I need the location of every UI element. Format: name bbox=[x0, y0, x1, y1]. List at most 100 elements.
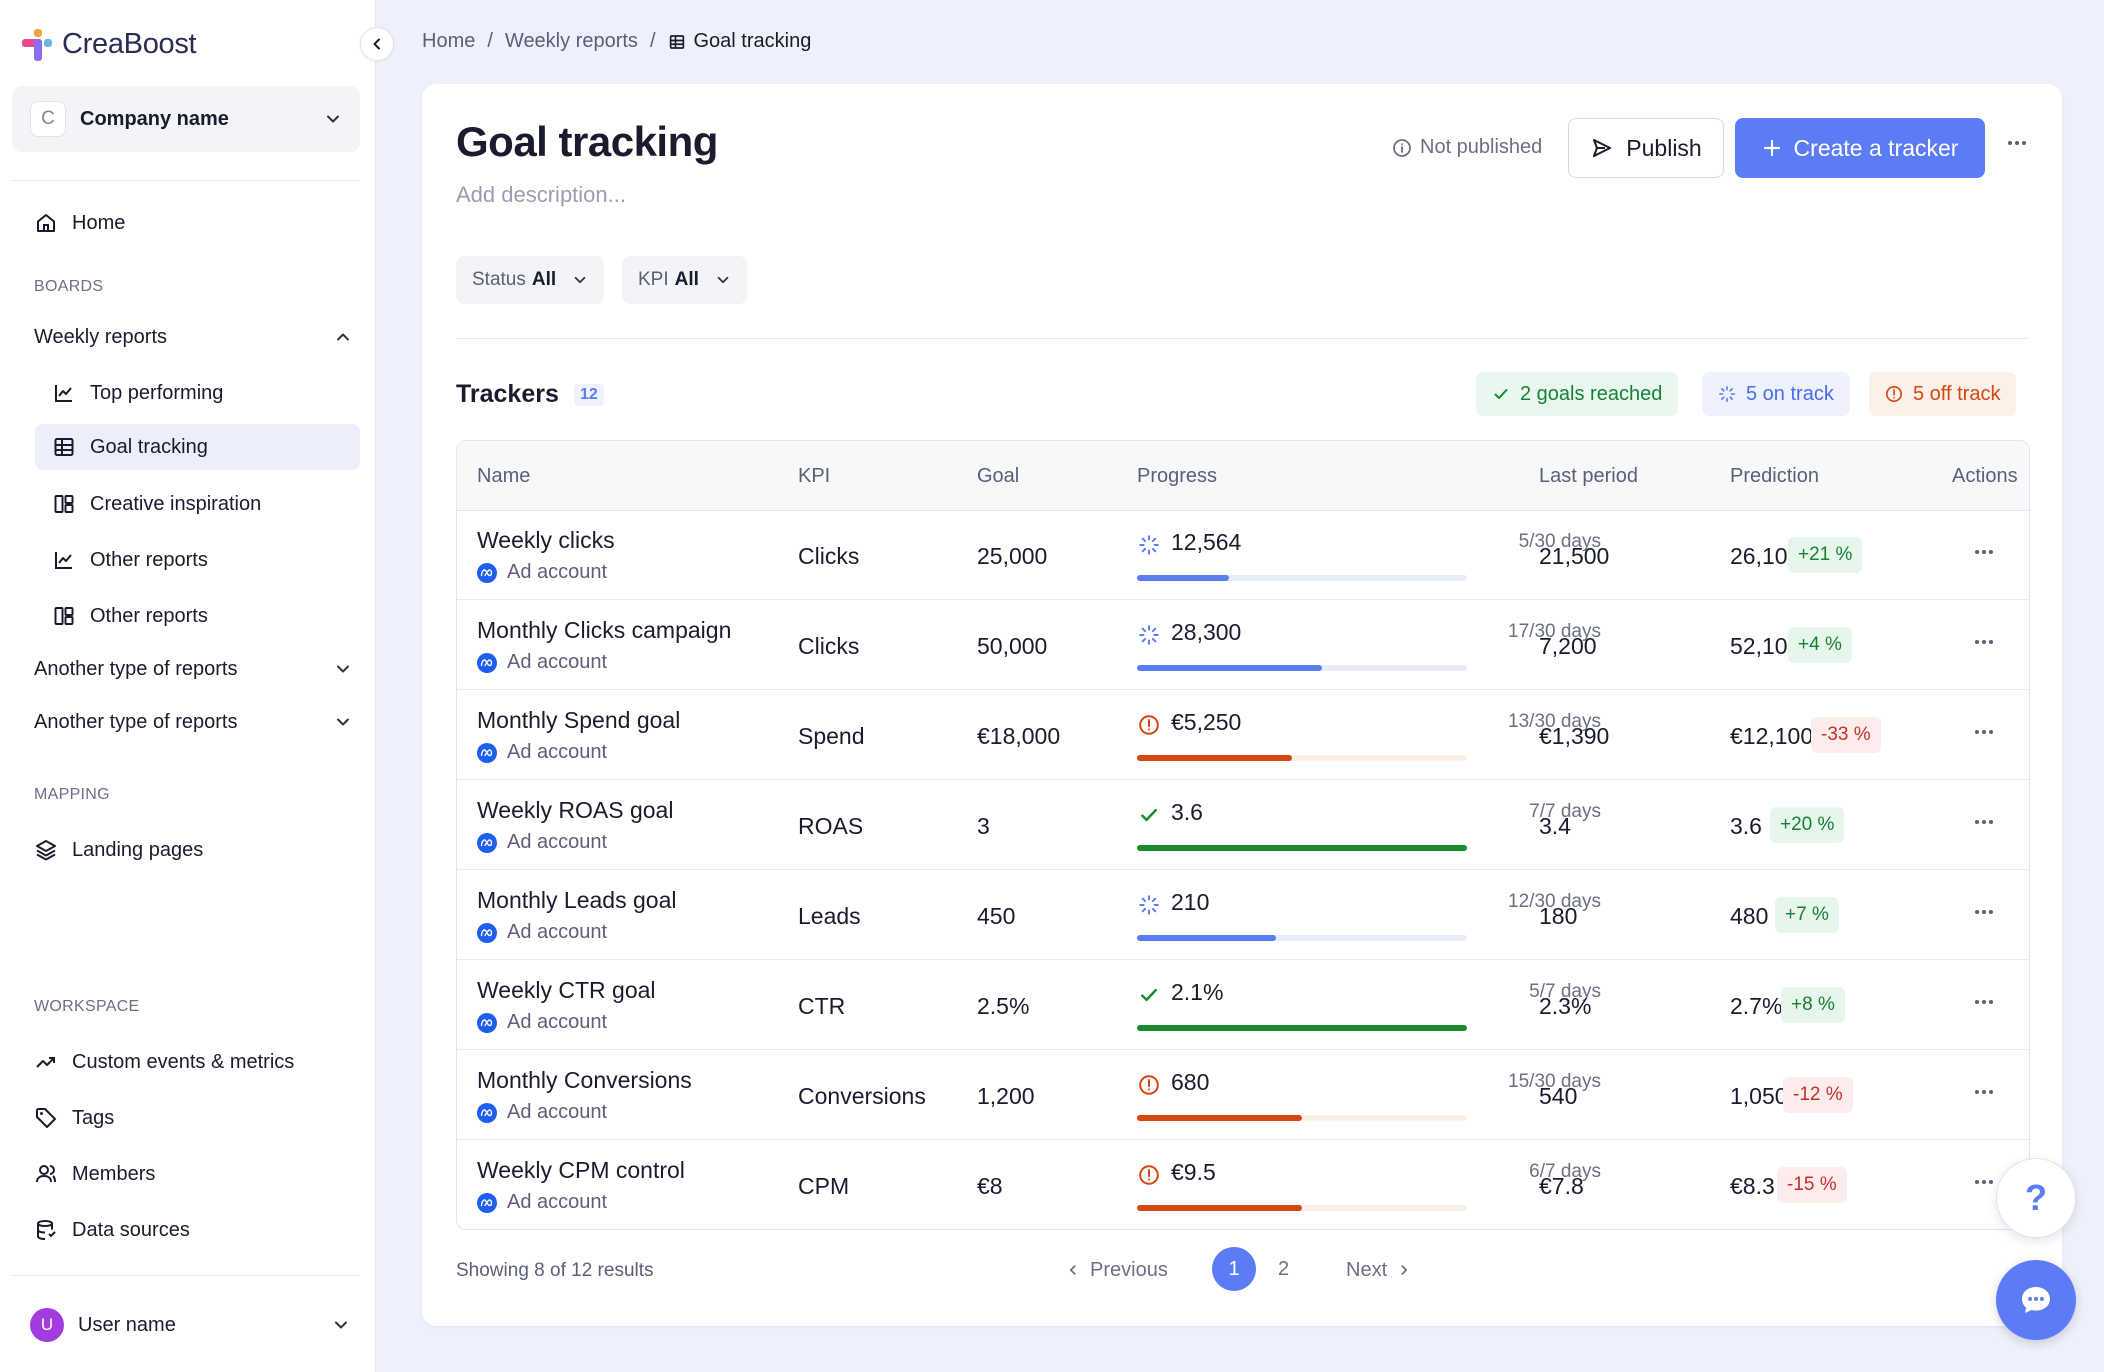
table-row[interactable]: Weekly ROAS goal Ad account ROAS 3 3.6 7/7 da… bbox=[457, 781, 2029, 870]
create-tracker-button[interactable]: Create a tracker bbox=[1735, 118, 1985, 178]
table-row[interactable]: Monthly Spend goal Ad account Spend €18,000… bbox=[457, 691, 2029, 780]
meta-icon bbox=[477, 742, 497, 763]
ad-account-label: Ad account bbox=[507, 651, 608, 673]
goal-cell: 450 bbox=[977, 903, 1016, 929]
chevron-down-icon bbox=[717, 276, 729, 284]
table-row[interactable]: Weekly CPM control Ad account CPM €8 €9.5 6/7… bbox=[457, 1141, 2029, 1229]
company-name: Company name bbox=[80, 107, 229, 130]
next-page-button[interactable]: Next bbox=[1346, 1248, 1411, 1292]
prediction-cell: 1,050 bbox=[1730, 1083, 1788, 1109]
last-period-cell: €7.8 bbox=[1539, 1173, 1584, 1199]
sidebar-item-data-sources[interactable]: Data sources bbox=[34, 1207, 190, 1253]
progress-bar bbox=[1137, 755, 1467, 761]
tracker-name[interactable]: Monthly Clicks campaign bbox=[477, 617, 732, 643]
progress-status-icon bbox=[1137, 533, 1161, 557]
prediction-delta-badge: +4 % bbox=[1788, 627, 1852, 663]
breadcrumb-home[interactable]: Home bbox=[422, 30, 476, 52]
sidebar-item-other-reports-2[interactable]: Other reports bbox=[52, 593, 208, 639]
send-icon bbox=[1593, 139, 1612, 157]
off-track-badge[interactable]: 5 off track bbox=[1869, 372, 2017, 416]
goal-cell: 1,200 bbox=[977, 1083, 1035, 1109]
column-header-goal[interactable]: Goal bbox=[977, 465, 1020, 487]
ad-account: Ad account bbox=[477, 921, 607, 944]
filter-value: All bbox=[531, 269, 557, 290]
sidebar-item-another-type-1[interactable]: Another type of reports bbox=[34, 646, 352, 692]
column-header-name[interactable]: Name bbox=[477, 465, 531, 487]
column-header-last-period[interactable]: Last period bbox=[1539, 465, 1638, 487]
page-button-2[interactable]: 2 bbox=[1278, 1258, 1290, 1280]
chat-icon bbox=[2022, 1287, 2050, 1313]
sidebar-item-home[interactable]: Home bbox=[34, 200, 125, 246]
table-row[interactable]: Weekly CTR goal Ad account CTR 2.5% 2.1% 5/7 … bbox=[457, 961, 2029, 1050]
sidebar-item-landing-pages[interactable]: Landing pages bbox=[34, 827, 203, 873]
table-row[interactable]: Weekly clicks Ad account Clicks 25,000 12,56… bbox=[457, 511, 2029, 600]
collapse-sidebar-button[interactable] bbox=[360, 27, 394, 61]
description-input[interactable]: Add description... bbox=[456, 182, 626, 207]
column-header-progress[interactable]: Progress bbox=[1137, 465, 1218, 487]
sidebar-item-label: Other reports bbox=[90, 548, 208, 571]
tracker-name[interactable]: Monthly Spend goal bbox=[477, 707, 681, 733]
row-actions-icon[interactable] bbox=[1973, 1081, 1995, 1103]
publish-status-label: Not published bbox=[1420, 136, 1543, 158]
company-switcher[interactable]: C Company name bbox=[12, 86, 360, 152]
tracker-name[interactable]: Weekly ROAS goal bbox=[477, 797, 674, 823]
row-actions-icon[interactable] bbox=[1973, 991, 1995, 1013]
tracker-name[interactable]: Weekly CPM control bbox=[477, 1157, 685, 1183]
breadcrumb-weekly-reports[interactable]: Weekly reports bbox=[504, 30, 638, 52]
progress-status-icon bbox=[1137, 623, 1161, 647]
sidebar-item-top-performing[interactable]: Top performing bbox=[52, 370, 223, 416]
tracker-name[interactable]: Monthly Conversions bbox=[477, 1067, 692, 1093]
sidebar-item-tags[interactable]: Tags bbox=[34, 1095, 114, 1141]
filter-label: Status bbox=[472, 269, 526, 290]
column-header-prediction[interactable]: Prediction bbox=[1730, 465, 1819, 487]
tracker-name[interactable]: Weekly CTR goal bbox=[477, 977, 656, 1003]
app-logo[interactable]: CreaBoost bbox=[22, 28, 197, 61]
plus-icon bbox=[1763, 139, 1780, 157]
table-row[interactable]: Monthly Conversions Ad account Conversions… bbox=[457, 1051, 2029, 1140]
row-actions-icon[interactable] bbox=[1973, 721, 1995, 743]
filter-value: All bbox=[674, 269, 699, 290]
progress-bar bbox=[1137, 1115, 1467, 1121]
sidebar-item-label: Custom events & metrics bbox=[72, 1050, 295, 1073]
more-options-icon[interactable] bbox=[2006, 132, 2028, 154]
sidebar-item-another-type-2[interactable]: Another type of reports bbox=[34, 699, 352, 745]
tracker-name[interactable]: Monthly Leads goal bbox=[477, 887, 677, 913]
meta-icon bbox=[477, 1012, 497, 1033]
row-actions-icon[interactable] bbox=[1973, 811, 1995, 833]
sidebar: CreaBoost C Company name Home BOARDS Wee… bbox=[0, 0, 376, 1372]
page-button-1[interactable]: 1 bbox=[1212, 1247, 1256, 1291]
previous-page-button[interactable]: Previous bbox=[1066, 1248, 1168, 1292]
sidebar-item-label: Goal tracking bbox=[90, 435, 208, 458]
publish-button[interactable]: Publish bbox=[1568, 118, 1724, 178]
sidebar-item-goal-tracking[interactable]: Goal tracking bbox=[35, 424, 360, 470]
help-button[interactable]: ? bbox=[1996, 1158, 2076, 1238]
column-header-kpi[interactable]: KPI bbox=[798, 465, 831, 487]
sidebar-item-weekly-reports[interactable]: Weekly reports bbox=[34, 314, 352, 360]
status-filter[interactable]: Status All bbox=[456, 256, 605, 304]
row-actions-icon[interactable] bbox=[1973, 1171, 1995, 1193]
publish-button-label: Publish bbox=[1626, 134, 1702, 161]
user-menu[interactable]: U User name bbox=[30, 1304, 350, 1346]
row-actions-icon[interactable] bbox=[1973, 631, 1995, 653]
kpi-cell: ROAS bbox=[798, 813, 864, 839]
table-row[interactable]: Monthly Clicks campaign Ad account Clicks 5… bbox=[457, 601, 2029, 690]
company-avatar: C bbox=[30, 101, 66, 137]
on-track-badge[interactable]: 5 on track bbox=[1702, 372, 1850, 416]
goals-reached-badge[interactable]: 2 goals reached bbox=[1476, 372, 1679, 416]
sidebar-item-members[interactable]: Members bbox=[34, 1151, 155, 1197]
row-actions-icon[interactable] bbox=[1973, 541, 1995, 563]
table-icon bbox=[54, 438, 74, 456]
sidebar-item-custom-events[interactable]: Custom events & metrics bbox=[34, 1039, 294, 1085]
kpi-filter[interactable]: KPI All bbox=[622, 256, 747, 304]
chat-button[interactable] bbox=[1996, 1260, 2076, 1340]
progress-bar bbox=[1137, 1205, 1467, 1211]
info-icon bbox=[1393, 138, 1411, 157]
previous-label: Previous bbox=[1090, 1259, 1168, 1281]
table-row[interactable]: Monthly Leads goal Ad account Leads 450 210 1… bbox=[457, 871, 2029, 960]
last-period-cell: 7,200 bbox=[1539, 633, 1597, 659]
row-actions-icon[interactable] bbox=[1973, 901, 1995, 923]
sidebar-item-creative-inspiration[interactable]: Creative inspiration bbox=[52, 481, 261, 527]
tracker-name[interactable]: Weekly clicks bbox=[477, 527, 615, 553]
sidebar-item-other-reports-1[interactable]: Other reports bbox=[52, 537, 208, 583]
sidebar-item-label: Weekly reports bbox=[34, 325, 168, 348]
